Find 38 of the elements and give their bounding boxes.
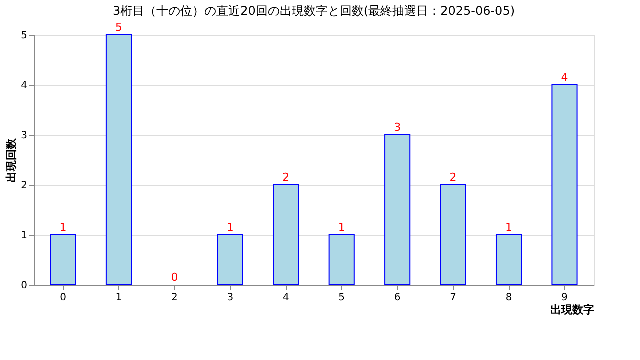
data-label: 0 bbox=[171, 271, 178, 284]
x-tick-label: 1 bbox=[116, 292, 122, 304]
x-axis-title: 出現数字 bbox=[550, 304, 594, 316]
bar bbox=[328, 234, 355, 286]
bar bbox=[440, 184, 466, 286]
bar bbox=[217, 234, 244, 286]
data-label: 1 bbox=[60, 221, 67, 234]
data-label: 1 bbox=[226, 221, 234, 234]
bar bbox=[273, 184, 300, 286]
y-tick-label: 4 bbox=[21, 80, 28, 92]
data-label: 1 bbox=[338, 221, 346, 234]
data-label: 2 bbox=[282, 171, 290, 184]
x-tick-label: 4 bbox=[282, 292, 290, 304]
data-label: 5 bbox=[115, 21, 122, 34]
x-tick-label: 8 bbox=[506, 292, 512, 304]
bar bbox=[552, 84, 578, 286]
y-tick-label: 5 bbox=[21, 30, 28, 42]
y-axis-title: 出現回数 bbox=[5, 138, 18, 182]
data-label: 1 bbox=[506, 221, 513, 234]
data-label: 3 bbox=[394, 121, 402, 134]
bar bbox=[496, 234, 522, 286]
y-tick-label: 1 bbox=[21, 230, 28, 242]
x-tick-label: 3 bbox=[227, 292, 234, 304]
bar bbox=[50, 234, 76, 286]
data-label: 2 bbox=[450, 171, 457, 184]
y-tick-label: 0 bbox=[21, 280, 28, 292]
bar bbox=[384, 134, 411, 286]
x-tick-label: 0 bbox=[60, 292, 66, 304]
x-tick-label: 9 bbox=[562, 292, 568, 304]
bar bbox=[106, 34, 132, 286]
y-tick-label: 3 bbox=[21, 130, 28, 142]
x-tick-label: 5 bbox=[338, 292, 346, 304]
y-tick-label: 2 bbox=[21, 180, 28, 192]
chart-title: 3桁目（十の位）の直近20回の出現数字と回数(最終抽選日：2025-06-05) bbox=[112, 4, 516, 18]
data-label: 4 bbox=[561, 71, 568, 84]
x-tick-label: 7 bbox=[450, 292, 456, 304]
x-tick-label: 6 bbox=[394, 292, 401, 304]
x-tick-label: 2 bbox=[172, 292, 178, 304]
